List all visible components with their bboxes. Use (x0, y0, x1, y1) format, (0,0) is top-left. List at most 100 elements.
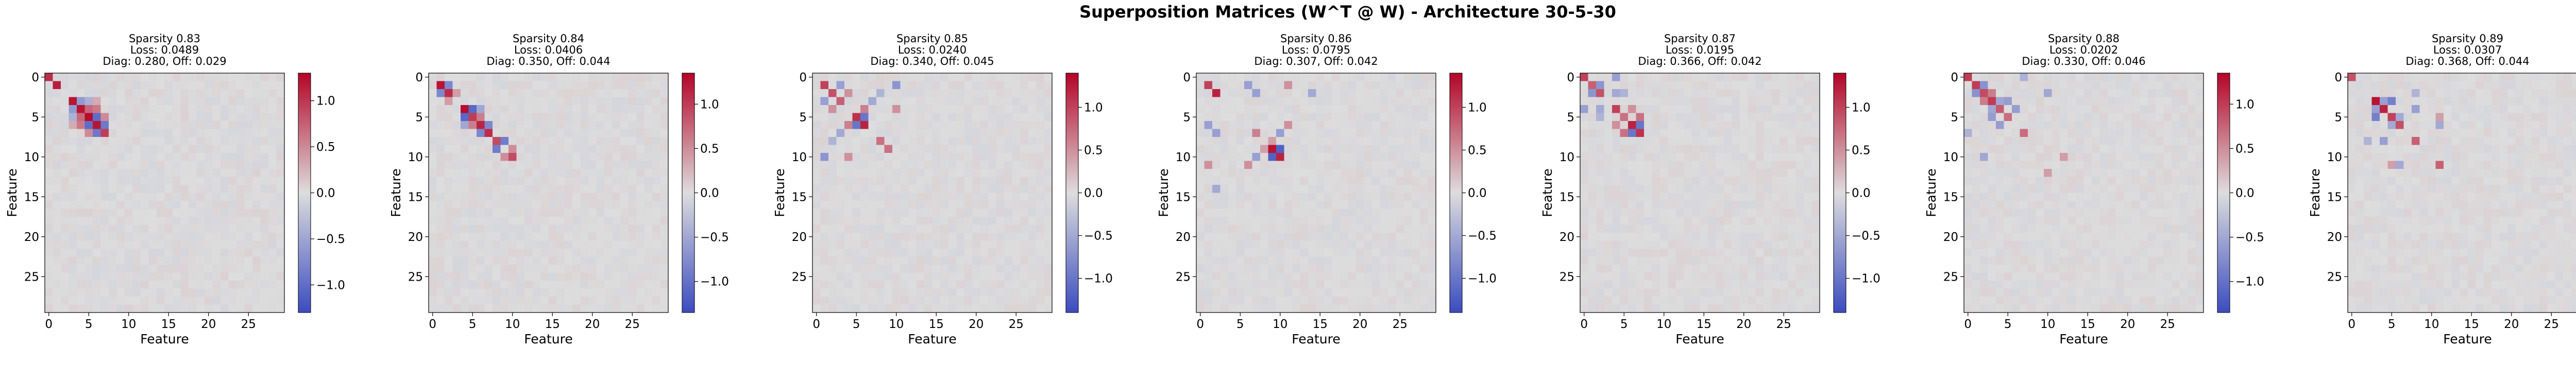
heatmap-cell (1692, 97, 1700, 106)
heatmap-cell (1596, 89, 1604, 97)
heatmap-cell (1260, 185, 1268, 193)
heatmap-cell (1300, 201, 1309, 209)
heatmap-cell (228, 249, 237, 257)
heatmap-cell (1780, 185, 1788, 193)
heatmap-cell (1332, 169, 1341, 177)
heatmap-cell (1028, 288, 1037, 297)
heatmap-cell (516, 297, 525, 305)
heatmap-cell (2004, 73, 2012, 81)
heatmap-cell (221, 129, 229, 137)
y-tick-label: 5 (1183, 111, 1191, 124)
heatmap-cell (148, 105, 157, 113)
heatmap-cell (1404, 105, 1412, 113)
heatmap-cell (820, 113, 829, 122)
heatmap-cell (964, 89, 973, 97)
heatmap-cell (948, 297, 957, 305)
heatmap-cell (924, 73, 933, 81)
heatmap-cell (1668, 105, 1676, 113)
heatmap-cell (820, 265, 829, 273)
heatmap-cell (276, 256, 285, 265)
heatmap-cell (660, 177, 669, 185)
heatmap-cell (1612, 240, 1620, 249)
heatmap-cell (1212, 153, 1221, 161)
heatmap-cell (916, 272, 925, 281)
heatmap-cell (2012, 81, 2020, 90)
heatmap-cell (1996, 129, 2004, 137)
heatmap-cell (1612, 224, 1620, 233)
heatmap-cell (956, 224, 964, 233)
heatmap-cell (1636, 145, 1645, 153)
heatmap-cell (221, 224, 229, 233)
heatmap-cell (180, 265, 189, 273)
heatmap-cell (1228, 169, 1236, 177)
heatmap-cell (1356, 73, 1364, 81)
heatmap-cell (1412, 185, 1420, 193)
heatmap-cell (500, 233, 509, 241)
heatmap-cell (812, 113, 821, 122)
heatmap-cell (932, 233, 941, 241)
heatmap-cell (964, 256, 973, 265)
heatmap-cell (1612, 121, 1620, 129)
heatmap-cell (468, 304, 477, 313)
heatmap-cell (268, 224, 277, 233)
heatmap-cell (1708, 240, 1716, 249)
heatmap-cell (1284, 265, 1293, 273)
heatmap-cell (429, 121, 437, 129)
heatmap-cell (77, 201, 85, 209)
heatmap-cell (452, 185, 461, 193)
heatmap-cell (148, 224, 157, 233)
heatmap-cell (564, 169, 573, 177)
heatmap-cell (1404, 169, 1412, 177)
heatmap-cell (1276, 240, 1284, 249)
heatmap-cell (908, 193, 917, 201)
heatmap-cell (244, 89, 253, 97)
heatmap-cell (173, 256, 181, 265)
heatmap-cell (221, 121, 229, 129)
heatmap-cell (812, 209, 821, 217)
heatmap-cell (1652, 265, 1660, 273)
heatmap-cell (1644, 281, 1652, 289)
heatmap-cell (252, 105, 261, 113)
heatmap-cell (1588, 209, 1597, 217)
heatmap-cell (1380, 153, 1388, 161)
heatmap-cell (93, 233, 101, 241)
heatmap-cell (572, 265, 581, 273)
heatmap-cell (132, 272, 141, 281)
heatmap-cell (948, 121, 957, 129)
heatmap-cell (996, 129, 1005, 137)
heatmap-cell (1772, 153, 1780, 161)
heatmap-cell (1604, 233, 1613, 241)
heatmap-cell (532, 265, 541, 273)
heatmap-cell (84, 288, 93, 297)
heatmap-cell (1220, 209, 1229, 217)
heatmap-cell (2076, 73, 2084, 81)
heatmap-cell (1668, 185, 1676, 193)
heatmap-cell (1684, 161, 1692, 169)
heatmap-cell (612, 240, 621, 249)
heatmap-cell (884, 281, 893, 289)
heatmap-cell (988, 224, 996, 233)
heatmap-cell (493, 105, 501, 113)
heatmap-cell (1764, 153, 1772, 161)
heatmap-cell (620, 177, 629, 185)
heatmap-cell (2028, 113, 2036, 122)
heatmap-cell (564, 129, 573, 137)
heatmap-cell (516, 89, 525, 97)
heatmap-cell (2036, 105, 2044, 113)
heatmap-cell (972, 97, 980, 106)
heatmap-cell (116, 89, 125, 97)
heatmap-cell (964, 129, 973, 137)
heatmap-cell (1972, 73, 1980, 81)
heatmap-cell (1380, 73, 1388, 81)
heatmap-cell (1604, 161, 1613, 169)
heatmap-cell (980, 161, 989, 169)
heatmap-cell (644, 81, 653, 90)
heatmap-cell (84, 297, 93, 305)
heatmap-cell (812, 304, 821, 313)
heatmap-cell (1252, 121, 1261, 129)
heatmap-cell (1204, 288, 1213, 297)
heatmap-cell (1788, 105, 1796, 113)
heatmap-cell (972, 185, 980, 193)
heatmap-cell (596, 217, 605, 225)
